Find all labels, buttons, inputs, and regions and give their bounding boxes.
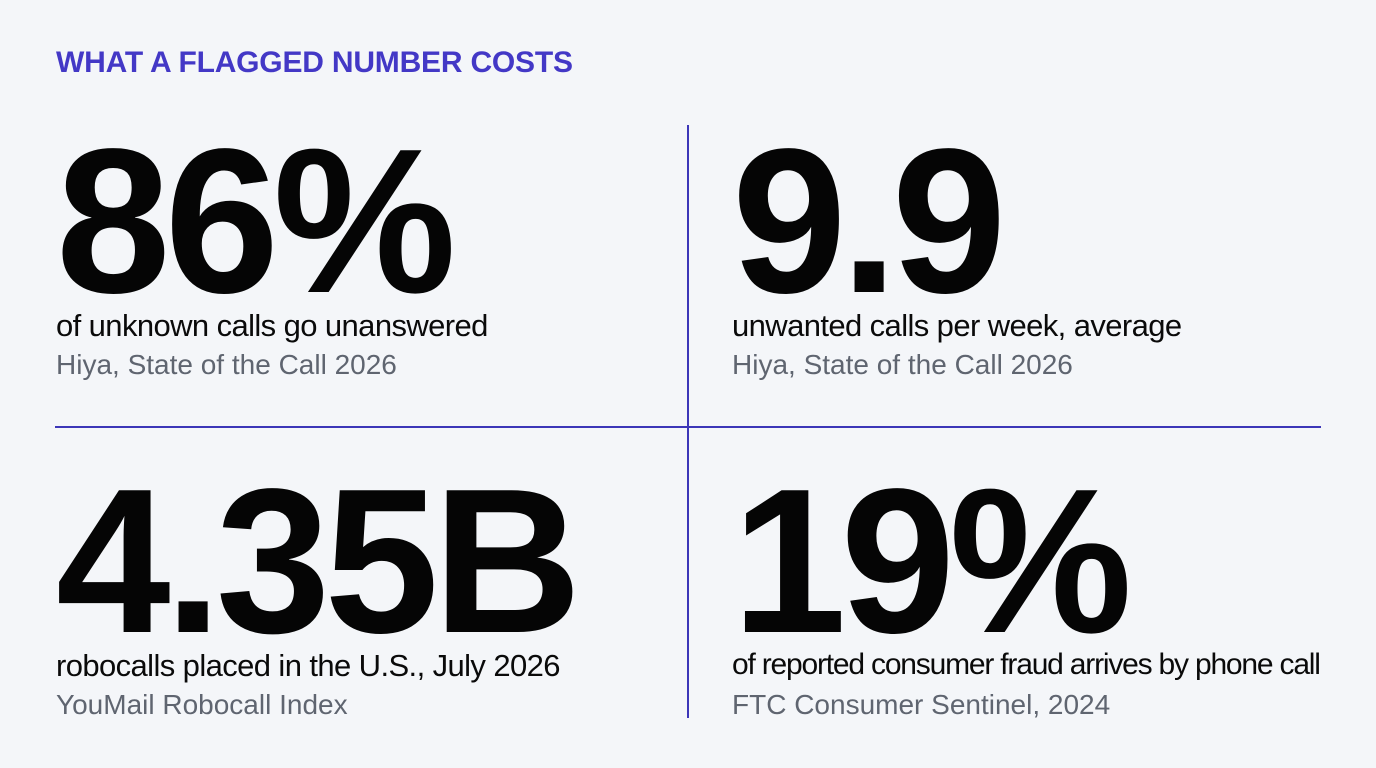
stat-label: of reported consumer fraud arrives by ph… <box>732 648 1321 681</box>
stat-source: FTC Consumer Sentinel, 2024 <box>732 689 1111 720</box>
stat-label: of unknown calls go unanswered <box>56 308 488 343</box>
stat-label: unwanted calls per week, average <box>732 308 1182 343</box>
headline: WHAT A FLAGGED NUMBER COSTS <box>56 46 573 79</box>
stat-value: 86% <box>56 106 456 336</box>
stat-value: 4.35B <box>56 446 582 676</box>
stat-label: robocalls placed in the U.S., July 2026 <box>56 648 561 683</box>
stat-value: 19% <box>732 446 1132 676</box>
stat-value: 9.9 <box>732 106 1006 336</box>
stat-source: YouMail Robocall Index <box>56 689 348 720</box>
vertical-divider <box>687 125 689 718</box>
horizontal-divider <box>55 426 1321 428</box>
stat-source: Hiya, State of the Call 2026 <box>732 349 1073 380</box>
stat-source: Hiya, State of the Call 2026 <box>56 349 397 380</box>
